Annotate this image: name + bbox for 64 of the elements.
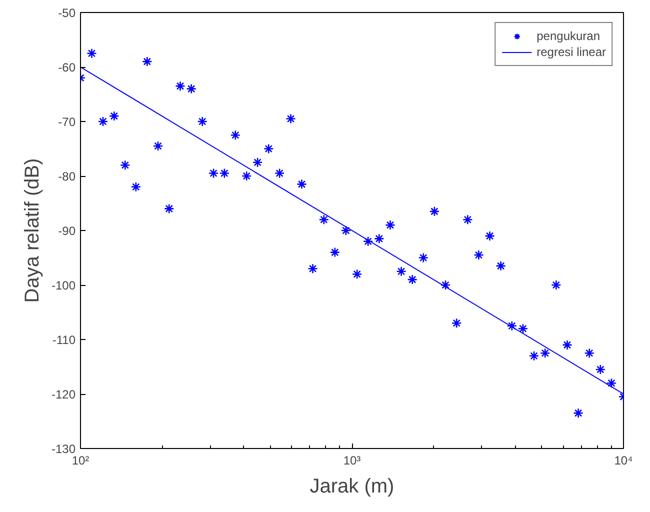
point — [551, 280, 562, 290]
legend-label: regresi linear — [536, 45, 606, 59]
point — [573, 408, 584, 418]
point — [506, 320, 518, 332]
point — [474, 250, 484, 260]
point — [142, 56, 152, 67]
point — [120, 160, 130, 170]
y-axis-title: Daya relatif (dB) — [21, 158, 44, 303]
point — [296, 179, 307, 190]
x-tick-label: 10⁴ — [614, 454, 633, 468]
y-tick-label: -70 — [58, 115, 76, 129]
y-tick-label: -60 — [58, 60, 76, 74]
x-tick-label: 10³ — [343, 454, 361, 468]
point — [274, 168, 285, 178]
point — [98, 116, 108, 127]
legend-label: pengukuran — [536, 29, 600, 43]
point — [230, 130, 241, 140]
point — [374, 234, 384, 244]
point — [175, 80, 186, 92]
point — [595, 364, 606, 375]
point — [208, 168, 219, 178]
point — [606, 378, 617, 388]
point — [286, 114, 296, 124]
point — [352, 268, 362, 280]
point — [108, 110, 120, 122]
point — [407, 274, 418, 285]
point — [440, 280, 451, 290]
point — [396, 266, 406, 277]
point — [462, 214, 473, 225]
point — [451, 318, 462, 328]
y-tick-label: -130 — [51, 442, 76, 456]
point — [152, 140, 164, 152]
y-tick-label: -120 — [51, 388, 76, 402]
point — [385, 220, 396, 230]
y-tick-label: -90 — [58, 224, 76, 238]
point — [86, 48, 97, 59]
point — [518, 323, 528, 334]
point — [318, 214, 330, 225]
x-axis-title: Jarak (m) — [310, 476, 394, 498]
point — [528, 350, 540, 361]
point — [263, 144, 274, 154]
point — [429, 206, 440, 217]
point — [484, 230, 495, 242]
point — [340, 225, 352, 236]
point — [241, 170, 252, 182]
point — [219, 168, 230, 178]
point — [164, 204, 174, 214]
point — [418, 252, 429, 263]
y-tick-label: -100 — [51, 278, 76, 292]
point — [584, 348, 595, 358]
point — [330, 247, 340, 258]
point — [496, 260, 506, 272]
point — [130, 182, 142, 192]
point — [186, 84, 196, 94]
y-tick-label: -110 — [52, 333, 76, 347]
x-tick-label: 10² — [72, 454, 90, 468]
point — [252, 157, 263, 168]
point — [197, 116, 208, 127]
y-tick-label: -80 — [58, 170, 76, 184]
point — [308, 264, 318, 274]
point — [362, 236, 374, 247]
y-tick-label: -50 — [58, 6, 76, 20]
point — [562, 340, 572, 350]
point — [540, 348, 550, 358]
